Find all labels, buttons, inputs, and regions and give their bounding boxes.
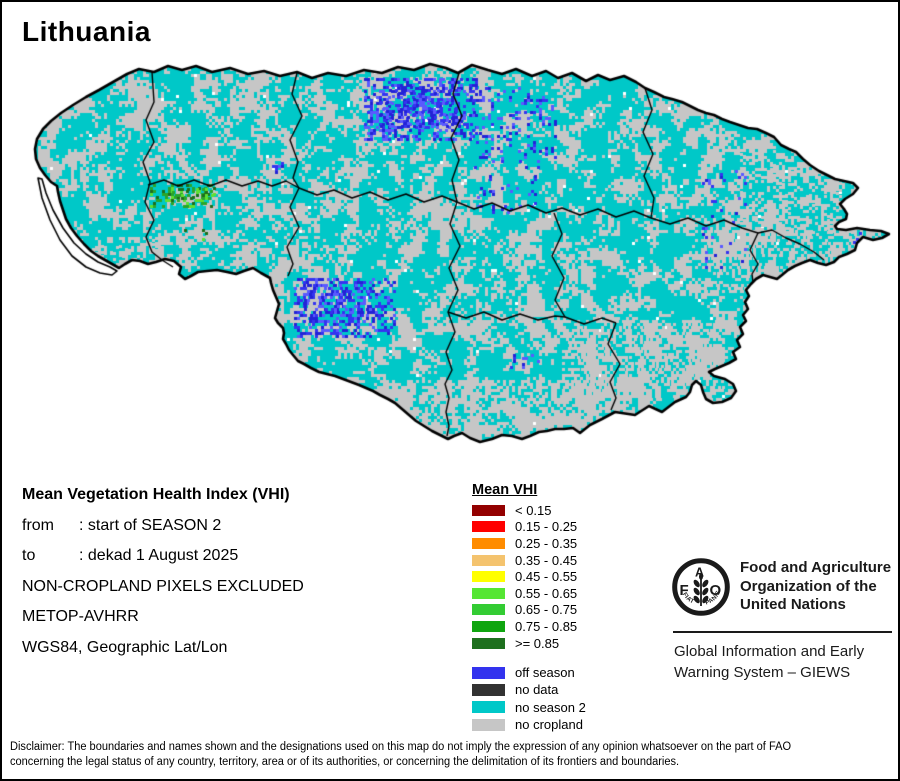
legend-color-swatch	[472, 683, 505, 696]
info-heading: Mean Vegetation Health Index (VHI)	[22, 486, 290, 503]
legend-row: < 0.15	[472, 502, 577, 519]
legend-row: 0.65 - 0.75	[472, 602, 577, 619]
legend-row: 0.55 - 0.65	[472, 585, 577, 602]
disclaimer-text: Disclaimer: The boundaries and names sho…	[10, 740, 791, 770]
fao-logo-letter-a: A	[695, 566, 704, 580]
legend-row: no season 2	[472, 699, 586, 716]
legend-row: 0.15 - 0.25	[472, 519, 577, 536]
legend-color-swatch	[472, 537, 505, 549]
legend-color-swatch	[472, 666, 505, 679]
info-from-label: from	[22, 516, 54, 534]
legend-class-list: < 0.15 0.15 - 0.25 0.25 - 0.35 0.35 - 0.45 0…	[472, 502, 577, 651]
page-title: Lithuania	[22, 16, 151, 47]
legend-label: no season 2	[515, 699, 586, 715]
legend-label: 0.75 - 0.85	[515, 618, 578, 634]
legend-label: 0.25 - 0.35	[515, 535, 578, 551]
legend-color-swatch	[472, 571, 505, 583]
legend-row: no cropland	[472, 716, 586, 733]
legend-label: off season	[515, 665, 575, 681]
lithuania-vhi-map	[2, 2, 898, 472]
legend-label: < 0.15	[515, 502, 552, 518]
info-to-label: to	[22, 547, 36, 565]
legend-row: 0.35 - 0.45	[472, 552, 577, 569]
legend-color-swatch	[472, 604, 505, 616]
legend-color-swatch	[472, 504, 505, 516]
legend-row: off season	[472, 664, 586, 681]
legend-row: >= 0.85	[472, 635, 577, 652]
map-info-block: Mean Vegetation Health Index (VHI) from …	[22, 480, 304, 664]
info-from-value: : start of SEASON 2	[79, 516, 222, 534]
giews-line: Global Information and Early	[674, 643, 865, 660]
legend-label: 0.45 - 0.55	[515, 569, 578, 585]
legend-color-swatch	[472, 718, 505, 731]
fao-logo: F A O FIAT PANIS	[672, 558, 730, 616]
legend-color-swatch	[472, 620, 505, 632]
legend-extra-list: off season no data no season 2 no cropland	[472, 664, 586, 733]
legend-row: 0.45 - 0.55	[472, 568, 577, 585]
legend-title: Mean VHI	[472, 482, 538, 498]
legend-row: 0.25 - 0.35	[472, 535, 577, 552]
legend-color-swatch	[472, 701, 505, 714]
info-line-sensor: METOP-AVHRR	[22, 608, 139, 626]
giews-line: Warning System – GIEWS	[674, 663, 851, 681]
disclaimer-line: Disclaimer: The boundaries and names sho…	[10, 741, 792, 753]
fao-org-line: Organization of the	[740, 577, 877, 595]
legend-label: no data	[515, 682, 559, 698]
fao-org-name: Food and Agriculture Organization of the…	[740, 559, 891, 615]
fao-logo-letter-o: O	[710, 582, 722, 599]
fao-org-line: United Nations	[740, 596, 846, 614]
fao-logo-letter-f: F	[680, 582, 689, 599]
legend-label: no cropland	[515, 717, 583, 733]
legend-label: 0.15 - 0.25	[515, 519, 578, 535]
legend-color-swatch	[472, 587, 505, 599]
legend-label: 0.55 - 0.65	[515, 585, 578, 601]
info-line-projection: WGS84, Geographic Lat/Lon	[22, 638, 228, 656]
disclaimer-line: concerning the legal status of any count…	[10, 755, 680, 768]
legend-color-swatch	[472, 637, 505, 649]
legend-row: no data	[472, 681, 586, 698]
legend-label: 0.35 - 0.45	[515, 552, 578, 568]
info-line-noncropland: NON-CROPLAND PIXELS EXCLUDED	[22, 577, 304, 595]
legend-label: >= 0.85	[515, 635, 560, 651]
giews-name: Global Information and Early Warning Sys…	[674, 642, 864, 683]
fao-org-line: Food and Agriculture	[740, 559, 892, 576]
branding-divider	[673, 631, 892, 633]
wheat-ear-icon	[693, 573, 709, 606]
legend-color-swatch	[472, 521, 505, 533]
legend-row: 0.75 - 0.85	[472, 618, 577, 635]
info-row-from: from : start of SEASON 2	[22, 511, 304, 542]
legend-label: 0.65 - 0.75	[515, 602, 578, 618]
info-to-value: : dekad 1 August 2025	[79, 547, 239, 565]
info-row-to: to : dekad 1 August 2025	[22, 541, 304, 572]
legend-color-swatch	[472, 554, 505, 566]
